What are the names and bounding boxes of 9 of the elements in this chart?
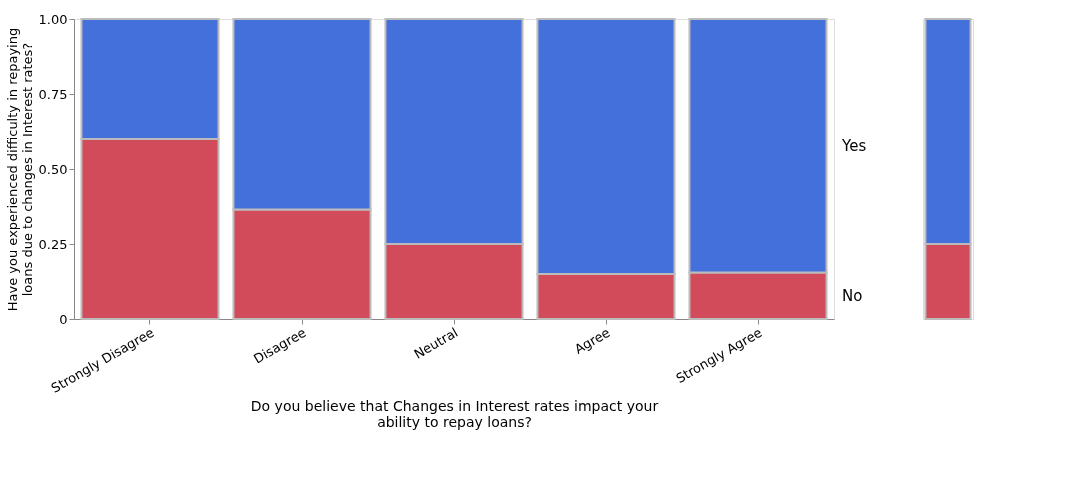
y-tick-label: 0 [59,311,68,327]
y-tick-label: 0.75 [38,86,68,102]
series-label: No [842,286,863,305]
y-axis-title: Have you experienced difficulty in repaying loans due to changes in Interest rates? [4,27,35,312]
y-tick-label: 0.50 [38,161,68,177]
x-axis-title: Do you believe that Changes in Interest rates impact your ability to repay loans? [250,397,659,430]
series-label: Yes [841,136,867,155]
y-tick-label: 1.00 [38,11,68,27]
y-tick-label: 0.25 [38,236,68,252]
